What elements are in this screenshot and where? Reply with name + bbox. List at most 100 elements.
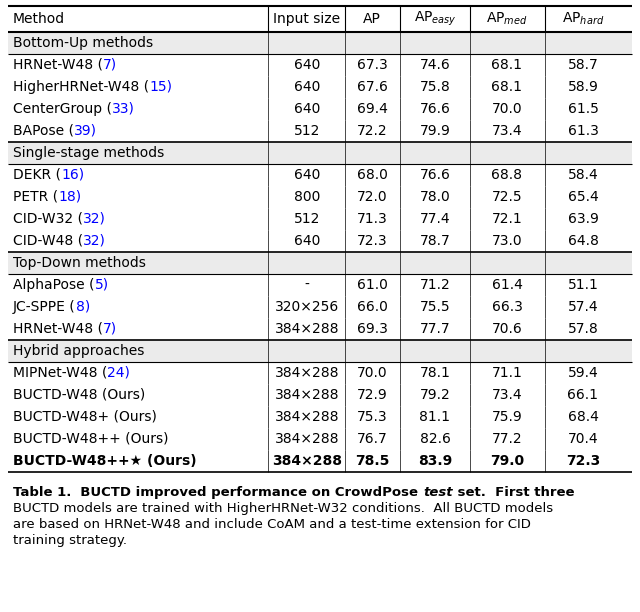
Text: 82.6: 82.6 [420,432,451,446]
Text: 75.3: 75.3 [356,410,387,424]
Text: Table 1.: Table 1. [13,486,72,499]
Text: 7): 7) [103,58,117,72]
Text: 384×288: 384×288 [272,454,342,468]
Text: 61.5: 61.5 [568,102,598,116]
Text: 66.1: 66.1 [568,388,598,402]
Text: Method: Method [13,12,65,26]
Text: 800: 800 [294,190,320,204]
Text: 32): 32) [83,212,106,226]
Text: $\mathrm{AP}_{easy}$: $\mathrm{AP}_{easy}$ [413,10,456,28]
Text: BAPose (: BAPose ( [13,124,74,138]
Text: 69.3: 69.3 [356,322,387,336]
Text: 57.4: 57.4 [568,300,598,314]
Text: 70.0: 70.0 [492,102,522,116]
Text: 77.7: 77.7 [420,322,451,336]
Text: 67.6: 67.6 [356,80,387,94]
Text: 58.7: 58.7 [568,58,598,72]
Text: 72.9: 72.9 [356,388,387,402]
Text: 72.5: 72.5 [492,190,522,204]
Text: 73.4: 73.4 [492,388,522,402]
Bar [8,142,632,164]
Text: BUCTD-W48+ (Ours): BUCTD-W48+ (Ours) [13,410,157,424]
Text: 75.9: 75.9 [492,410,522,424]
Text: 79.9: 79.9 [420,124,451,138]
Text: 83.9: 83.9 [418,454,452,468]
Text: 512: 512 [294,212,320,226]
Text: PETR (: PETR ( [13,190,58,204]
Text: 384×288: 384×288 [275,432,339,446]
Text: Top-Down methods: Top-Down methods [13,256,146,270]
Text: are based on HRNet-W48 and include CoAM and a test-time extension for CID: are based on HRNet-W48 and include CoAM … [13,518,531,531]
Text: JC-SPPE (: JC-SPPE ( [13,300,76,314]
Text: 79.2: 79.2 [420,388,451,402]
Text: 5): 5) [95,278,109,292]
Text: 61.0: 61.0 [356,278,387,292]
Text: 640: 640 [294,234,320,248]
Text: 79.0: 79.0 [490,454,524,468]
Text: 76.6: 76.6 [420,168,451,182]
Text: BUCTD improved performance on CrowdPose: BUCTD improved performance on CrowdPose [72,486,423,499]
Text: -: - [305,278,309,292]
Text: HRNet-W48 (: HRNet-W48 ( [13,58,103,72]
Text: AP: AP [363,12,381,26]
Text: 640: 640 [294,80,320,94]
Text: 78.5: 78.5 [355,454,389,468]
Text: 67.3: 67.3 [356,58,387,72]
Text: 61.4: 61.4 [492,278,522,292]
Text: 8): 8) [76,300,90,314]
Text: 70.4: 70.4 [568,432,598,446]
Text: 74.6: 74.6 [420,58,451,72]
Text: Hybrid approaches: Hybrid approaches [13,344,145,358]
Text: CID-W48 (: CID-W48 ( [13,234,83,248]
Text: 78.7: 78.7 [420,234,451,248]
Text: Input size: Input size [273,12,340,26]
Text: test: test [423,486,452,499]
Text: 72.2: 72.2 [356,124,387,138]
Text: 70.6: 70.6 [492,322,522,336]
Text: 68.4: 68.4 [568,410,598,424]
Text: 33): 33) [112,102,135,116]
Text: 71.2: 71.2 [420,278,451,292]
Text: 24): 24) [108,366,131,380]
Text: MIPNet-W48 (: MIPNet-W48 ( [13,366,108,380]
Text: 57.8: 57.8 [568,322,598,336]
Text: 61.3: 61.3 [568,124,598,138]
Text: 68.1: 68.1 [492,58,522,72]
Text: 72.3: 72.3 [566,454,600,468]
Text: 77.2: 77.2 [492,432,522,446]
Text: 68.8: 68.8 [492,168,522,182]
Text: 320×256: 320×256 [275,300,339,314]
Text: AlphaPose (: AlphaPose ( [13,278,95,292]
Text: 51.1: 51.1 [568,278,598,292]
Text: 16): 16) [61,168,84,182]
Text: 69.4: 69.4 [356,102,387,116]
Text: 72.0: 72.0 [356,190,387,204]
Text: 63.9: 63.9 [568,212,598,226]
Text: 640: 640 [294,168,320,182]
Text: 76.6: 76.6 [420,102,451,116]
Text: training strategy.: training strategy. [13,534,127,547]
Text: 72.1: 72.1 [492,212,522,226]
Text: 68.1: 68.1 [492,80,522,94]
Text: HigherHRNet-W48 (: HigherHRNet-W48 ( [13,80,149,94]
Text: 18): 18) [58,190,81,204]
Text: BUCTD-W48++ (Ours): BUCTD-W48++ (Ours) [13,432,168,446]
Text: 15): 15) [149,80,172,94]
Text: 58.9: 58.9 [568,80,598,94]
Text: 640: 640 [294,102,320,116]
Text: BUCTD-W48++★ (Ours): BUCTD-W48++★ (Ours) [13,454,196,468]
Text: 66.3: 66.3 [492,300,522,314]
Text: 65.4: 65.4 [568,190,598,204]
Bar [8,252,632,274]
Text: Single-stage methods: Single-stage methods [13,146,164,160]
Text: 71.3: 71.3 [356,212,387,226]
Text: set.  First three: set. First three [452,486,574,499]
Text: 68.0: 68.0 [356,168,387,182]
Text: 72.3: 72.3 [356,234,387,248]
Text: HRNet-W48 (: HRNet-W48 ( [13,322,103,336]
Text: 64.8: 64.8 [568,234,598,248]
Text: 70.0: 70.0 [356,366,387,380]
Text: 73.4: 73.4 [492,124,522,138]
Text: 384×288: 384×288 [275,388,339,402]
Text: Bottom-Up methods: Bottom-Up methods [13,36,153,50]
